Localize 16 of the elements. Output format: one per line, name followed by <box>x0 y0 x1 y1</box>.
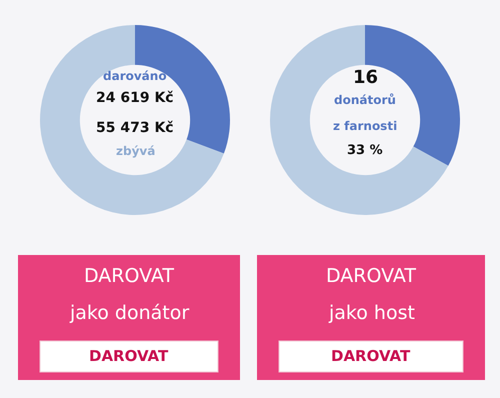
slice-label: zbývá <box>116 144 156 158</box>
text: jako host <box>328 302 415 324</box>
data-label: 24 619 Kč <box>96 90 174 106</box>
text: jako donátor <box>69 302 190 324</box>
donut-slice <box>40 25 224 215</box>
text: DAROVAT <box>89 347 169 365</box>
text: 33 % <box>347 143 383 158</box>
text: donátorů <box>334 93 396 107</box>
text: DAROVAT <box>84 265 174 287</box>
text: DAROVAT <box>331 347 411 365</box>
text: z farnosti <box>333 119 398 133</box>
slice-label: darováno <box>103 69 167 83</box>
data-label: 55 473 Kč <box>96 120 174 136</box>
text: 16 <box>353 67 378 88</box>
text: DAROVAT <box>326 265 416 287</box>
donut-slice <box>270 25 448 215</box>
